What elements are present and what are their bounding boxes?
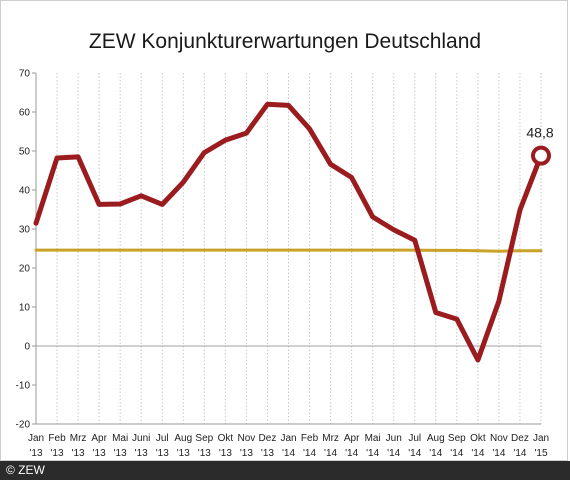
x-tick-year: '14: [324, 448, 337, 459]
x-tick-month: Mrz: [70, 433, 87, 444]
annotation-group: 48,8: [526, 125, 554, 166]
grid-lines: [32, 73, 542, 425]
x-tick-month: Mai: [365, 433, 381, 444]
x-tick-year: '13: [198, 448, 211, 459]
x-tick-month: Dez: [511, 433, 529, 444]
x-tick-year: '13: [135, 448, 148, 459]
x-tick-year: '14: [513, 448, 526, 459]
y-tick-label: -10: [16, 381, 31, 392]
y-tick-label: 40: [19, 186, 31, 197]
y-axis-ticks: -20 -10 0 10 20 30 40 50 60 70: [16, 69, 36, 431]
x-tick-year: '13: [114, 448, 127, 459]
last-value-label: 48,8: [526, 125, 553, 141]
x-tick-month: Feb: [301, 433, 319, 444]
x-tick-year: '14: [345, 448, 358, 459]
x-tick-year: '14: [429, 448, 442, 459]
x-tick-month: Jan: [28, 433, 44, 444]
x-tick-month: Feb: [48, 433, 66, 444]
x-tick-year: '14: [471, 448, 484, 459]
x-tick-month: Apr: [91, 433, 107, 444]
x-tick-month: Mrz: [322, 433, 339, 444]
x-tick-month: Juni: [132, 433, 150, 444]
x-tick-year: '14: [303, 448, 316, 459]
y-tick-label: 10: [19, 303, 31, 314]
x-tick-year: '13: [261, 448, 274, 459]
x-tick-month: Mai: [112, 433, 128, 444]
x-tick-year: '13: [29, 448, 42, 459]
x-tick-year: '14: [408, 448, 421, 459]
x-tick-month: Okt: [218, 433, 234, 444]
x-tick-year: '13: [51, 448, 64, 459]
chart-frame: [0, 0, 568, 461]
x-tick-year: '13: [240, 448, 253, 459]
x-tick-year: '13: [72, 448, 85, 459]
x-tick-month: Nov: [490, 433, 508, 444]
copyright-footer: © ZEW: [0, 461, 570, 480]
x-tick-month: Nov: [238, 433, 256, 444]
series-line-expectations: [33, 101, 544, 363]
x-tick-month: Jun: [386, 433, 402, 444]
x-tick-month: Okt: [470, 433, 486, 444]
x-tick-year: '13: [177, 448, 190, 459]
x-axis-ticks: Jan '13 Feb '13 Mrz '13 Apr '13 Mai '13 Juni '13 Jul…: [28, 433, 549, 459]
x-tick-year: '13: [156, 448, 169, 459]
x-tick-month: Jul: [408, 433, 421, 444]
x-tick-year: '14: [492, 448, 505, 459]
series-group: [33, 101, 544, 363]
x-tick-month: Aug: [174, 433, 192, 444]
x-tick-month: Jul: [156, 433, 169, 444]
x-tick-year: '14: [450, 448, 463, 459]
last-value-marker: [531, 145, 551, 166]
x-tick-year: '14: [387, 448, 400, 459]
x-tick-year: '14: [366, 448, 379, 459]
x-tick-month: Apr: [344, 433, 360, 444]
y-tick-label: 50: [19, 147, 31, 158]
y-tick-label: 0: [24, 342, 30, 353]
chart-title: ZEW Konjunkturerwartungen Deutschland: [88, 30, 482, 53]
x-tick-year: '15: [534, 448, 547, 459]
x-tick-month: Jan: [280, 433, 296, 444]
y-tick-label: 60: [19, 108, 31, 119]
y-tick-label: 70: [19, 69, 31, 80]
y-tick-label: 20: [19, 264, 31, 275]
x-tick-year: '14: [282, 448, 295, 459]
chart-canvas: -20 -10 0 10 20 30 40 50 60 70 Jan '13 Feb '13 Mrz '13…: [16, 69, 554, 460]
x-tick-month: Jan: [533, 433, 549, 444]
x-tick-year: '13: [93, 448, 106, 459]
x-tick-month: Dez: [259, 433, 277, 444]
x-tick-month: Sep: [448, 433, 466, 444]
y-tick-label: -20: [16, 420, 31, 431]
x-tick-year: '13: [219, 448, 232, 459]
series-line-average: [34, 248, 543, 253]
x-tick-month: Sep: [195, 433, 213, 444]
y-tick-label: 30: [19, 225, 31, 236]
x-tick-month: Aug: [427, 433, 445, 444]
